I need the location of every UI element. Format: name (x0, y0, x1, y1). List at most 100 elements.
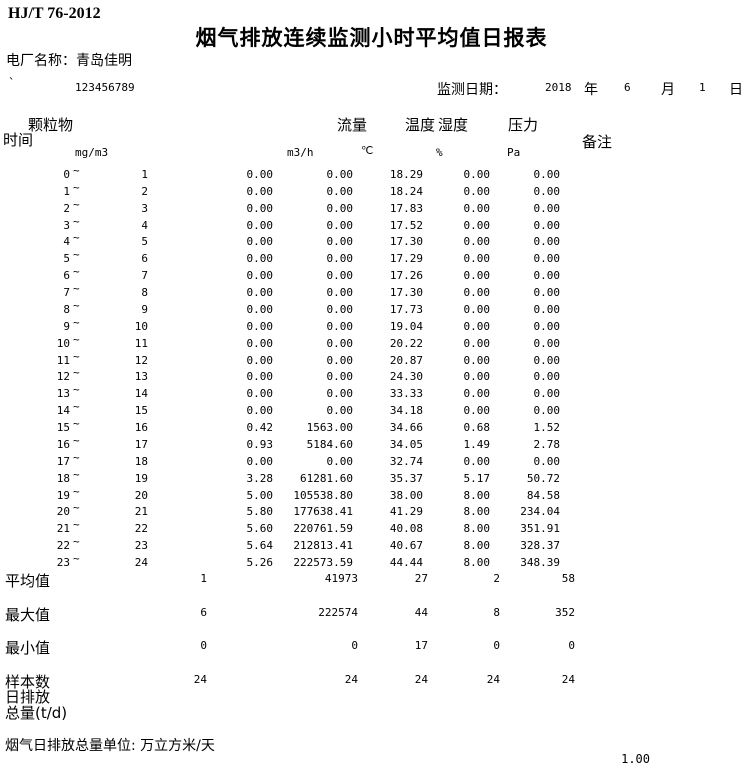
cell-pm: 5.00 (246, 488, 274, 502)
cell-hum: 8.00 (463, 539, 491, 553)
cell-flow: 1563.00 (306, 421, 353, 435)
cell-hum: 0.00 (463, 168, 491, 181)
summary-pressure: 24 (561, 673, 575, 686)
cell-flow: 0.00 (326, 168, 354, 181)
cell-flow: 220761.59 (293, 522, 353, 536)
cell-tilde: ~ (73, 180, 80, 194)
cell-hum: 0.00 (463, 269, 491, 283)
report-title: 烟气排放连续监测小时平均值日报表 (195, 26, 548, 50)
cell-flow: 0.00 (326, 387, 354, 401)
summary-row-samples: 样本数 24 24 24 24 24 (0, 671, 743, 691)
cell-press: 0.00 (533, 184, 561, 198)
cell-start: 10 (56, 336, 70, 350)
cell-tilde: ~ (73, 282, 80, 296)
cell-flow: 5184.60 (306, 437, 353, 451)
hourly-row: 4 ~5 0.00 0.00 17.30 0.00 0.00 (0, 231, 743, 252)
cell-start: 16 (56, 437, 70, 451)
hourly-row: 1 ~2 0.00 0.00 18.24 0.00 0.00 (0, 181, 743, 202)
hourly-row: 19 ~20 5.00 105538.80 38.00 8.00 84.58 (0, 485, 743, 506)
summary-flow: 24 (344, 673, 358, 686)
cell-press: 0.00 (533, 218, 561, 232)
cell-pm: 0.93 (246, 437, 274, 451)
cell-temp: 34.05 (389, 437, 423, 451)
cell-press: 0.00 (533, 387, 561, 401)
hourly-row: 11 ~12 0.00 0.00 20.87 0.00 0.00 (0, 350, 743, 371)
daily-emission-label-line2: 总量(t/d) (5, 704, 68, 722)
cell-start: 2 (63, 201, 70, 215)
summary-label: 平均值 (5, 572, 51, 590)
cell-press: 0.00 (533, 286, 561, 300)
summary-row-min: 最小值 0 0 17 0 0 (0, 637, 743, 657)
cell-temp: 18.29 (389, 168, 423, 181)
unit-humidity: % (436, 146, 443, 159)
cell-pm: 5.80 (246, 505, 274, 519)
serial-prefix: ` (8, 76, 16, 90)
cell-start: 11 (56, 353, 70, 367)
year-unit-label: 年 (584, 82, 598, 98)
cell-pm: 0.00 (246, 302, 274, 316)
cell-start: 17 (56, 454, 70, 468)
summary-label: 最大值 (5, 606, 51, 624)
cell-temp: 33.33 (389, 387, 423, 401)
cell-start: 12 (56, 370, 70, 384)
cell-flow: 0.00 (326, 353, 354, 367)
cell-tilde: ~ (73, 484, 80, 498)
cell-temp: 17.30 (389, 235, 423, 249)
hourly-row: 5 ~6 0.00 0.00 17.29 0.00 0.00 (0, 248, 743, 269)
cell-tilde: ~ (73, 383, 80, 397)
cell-end: 15 (134, 404, 148, 418)
column-header-temp: 温度 (405, 116, 436, 134)
cell-tilde: ~ (73, 366, 80, 380)
cell-tilde: ~ (73, 501, 80, 515)
hourly-row: 22 ~23 5.64 212813.41 40.67 8.00 328.37 (0, 535, 743, 556)
summary-flow: 0 (351, 639, 358, 652)
cell-tilde: ~ (73, 467, 80, 481)
cell-end: 10 (134, 319, 148, 333)
cell-tilde: ~ (73, 349, 80, 363)
cell-hum: 0.00 (463, 252, 491, 266)
monitor-date-label: 监测日期： (437, 82, 507, 98)
summary-pm: 1 (200, 572, 207, 585)
hourly-row: 12 ~13 0.00 0.00 24.30 0.00 0.00 (0, 366, 743, 387)
cell-pm: 0.00 (246, 370, 274, 384)
cell-temp: 44.44 (389, 556, 423, 569)
column-header-time: 时间 (3, 131, 34, 149)
cell-pm: 0.00 (246, 336, 274, 350)
cell-flow: 0.00 (326, 404, 354, 418)
cell-start: 6 (63, 269, 70, 283)
cell-tilde: ~ (73, 332, 80, 346)
hourly-row: 21 ~22 5.60 220761.59 40.08 8.00 351.91 (0, 518, 743, 539)
monitor-date-year: 2018 (545, 81, 572, 94)
cell-pm: 5.26 (246, 556, 274, 569)
cell-start: 3 (63, 218, 70, 232)
standard-code: HJ/T 76-2012 (8, 5, 101, 22)
cell-press: 0.00 (533, 302, 561, 316)
cell-end: 23 (134, 539, 148, 553)
cell-tilde: ~ (73, 417, 80, 431)
plant-name-line: 电厂名称：青岛佳明 (6, 50, 132, 70)
cell-end: 18 (134, 454, 148, 468)
cell-tilde: ~ (73, 450, 80, 464)
monitor-date-month: 6 (624, 81, 631, 94)
hourly-row: 14 ~15 0.00 0.00 34.18 0.00 0.00 (0, 400, 743, 421)
hourly-row: 13 ~14 0.00 0.00 33.33 0.00 0.00 (0, 383, 743, 404)
cell-pm: 5.60 (246, 522, 274, 536)
cell-end: 12 (134, 353, 148, 367)
cell-pm: 0.00 (246, 252, 274, 266)
cell-start: 20 (56, 505, 70, 519)
cell-flow: 0.00 (326, 319, 354, 333)
unit-flow: m3/h (287, 146, 314, 159)
cell-pm: 0.00 (246, 184, 274, 198)
cell-pm: 0.00 (246, 286, 274, 300)
cell-end: 13 (134, 370, 148, 384)
cell-flow: 0.00 (326, 454, 354, 468)
cell-start: 19 (56, 488, 70, 502)
cell-temp: 32.74 (389, 454, 423, 468)
cell-start: 8 (63, 302, 70, 316)
cell-hum: 1.49 (463, 437, 491, 451)
month-unit-label: 月 (661, 82, 675, 98)
cell-flow: 0.00 (326, 218, 354, 232)
cell-press: 0.00 (533, 404, 561, 418)
column-header-flow: 流量 (337, 116, 368, 134)
